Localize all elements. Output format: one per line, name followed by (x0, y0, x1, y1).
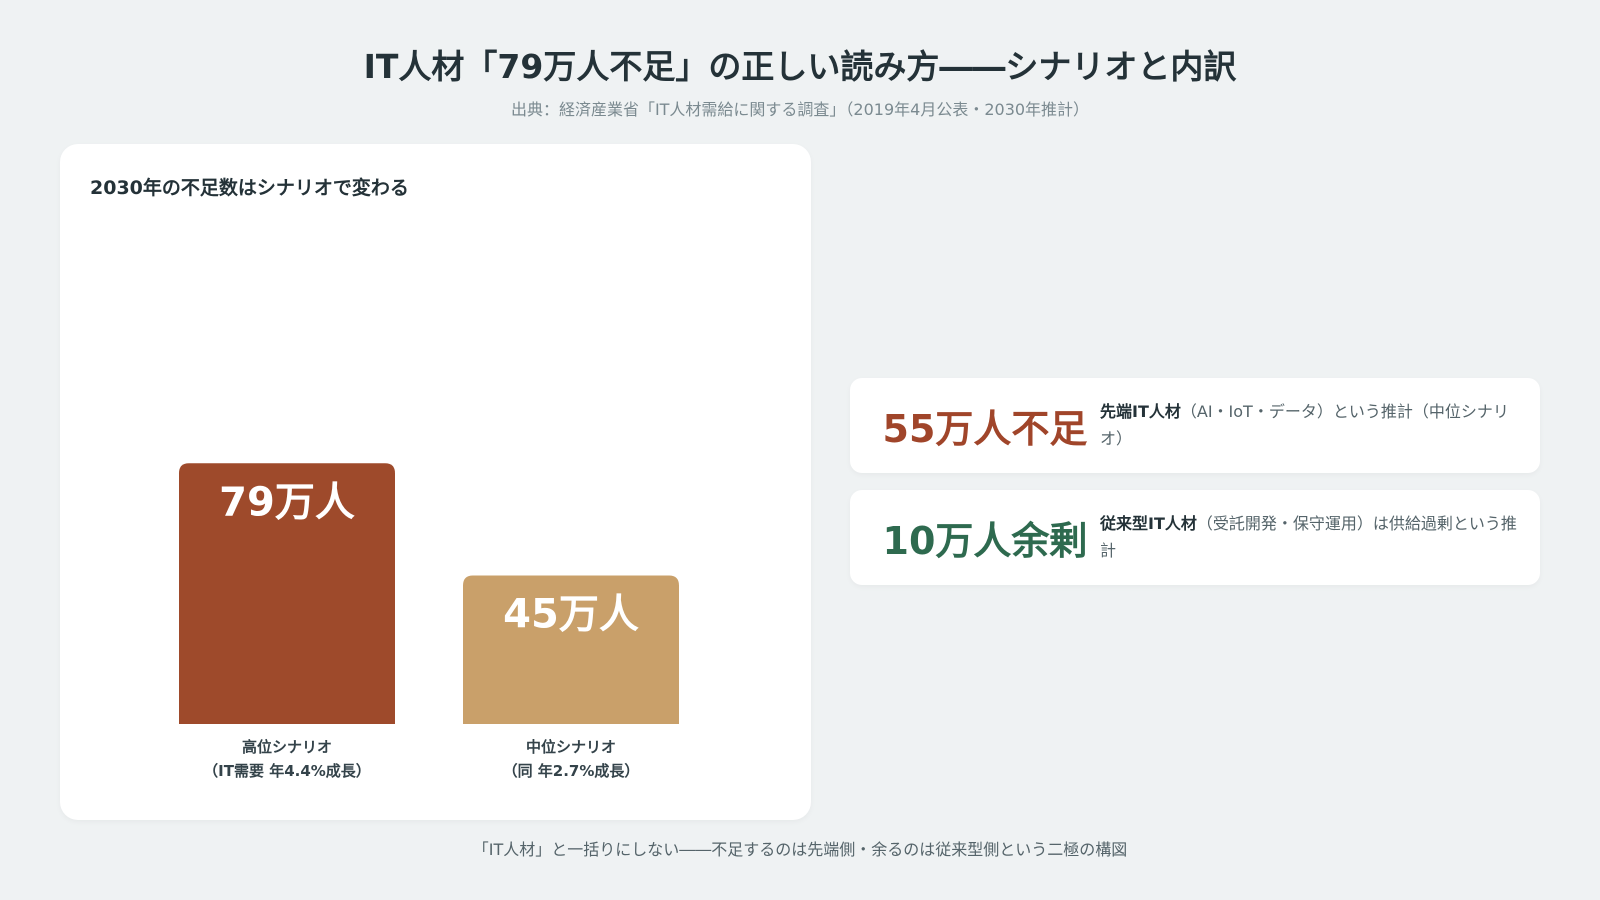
shortage-detail: （AI・IoT・データ）という推計（中位シナリオ） (1100, 402, 1509, 448)
surplus-figure: 10万人余剰 (882, 519, 1088, 563)
bar-value-label-2: 45万人 (503, 592, 639, 638)
shortage-card: 55万人不足 先端IT人材（AI・IoT・データ）という推計（中位シナリオ） (850, 378, 1540, 473)
surplus-card: 10万人余剰 従来型IT人材（受託開発・保守運用）は供給過剰という推計 (850, 490, 1540, 585)
surplus-bold-label: 従来型IT人材 (1100, 514, 1197, 533)
shortage-description: 先端IT人材（AI・IoT・データ）という推計（中位シナリオ） (1100, 398, 1520, 452)
bar-value-label-1: 79万人 (219, 479, 355, 525)
shortage-figure: 55万人不足 (882, 407, 1088, 451)
category-label-2-line-2: （同 年2.7%成長） (503, 762, 640, 780)
bar-1 (179, 463, 395, 724)
category-label-1-line-1: 高位シナリオ (242, 738, 332, 756)
category-label-2-line-1: 中位シナリオ (526, 738, 616, 756)
surplus-description: 従来型IT人材（受託開発・保守運用）は供給過剰という推計 (1100, 510, 1520, 564)
source-note: 出典：経済産業省「IT人材需給に関する調査」（2019年4月公表・2030年推計… (510, 100, 1090, 119)
chart-card: 2030年の不足数はシナリオで変わる 79万人高位シナリオ （IT需要 年4.4%… (60, 144, 811, 820)
chart-title: 2030年の不足数はシナリオで変わる (90, 177, 409, 199)
surplus-detail: （受託開発・保守運用）は供給過剰という推計 (1100, 514, 1517, 560)
bar-2 (463, 575, 679, 724)
page-title: IT人材「79万人不足」の正しい読み方――シナリオと内訳 (363, 47, 1237, 86)
footer-note: 「IT人材」と一括りにしない――不足するのは先端側・余るのは従来型側という二極の… (472, 840, 1128, 859)
category-label-1-line-2: （IT需要 年4.4%成長） (203, 762, 371, 780)
shortage-bold-label: 先端IT人材 (1100, 402, 1181, 421)
